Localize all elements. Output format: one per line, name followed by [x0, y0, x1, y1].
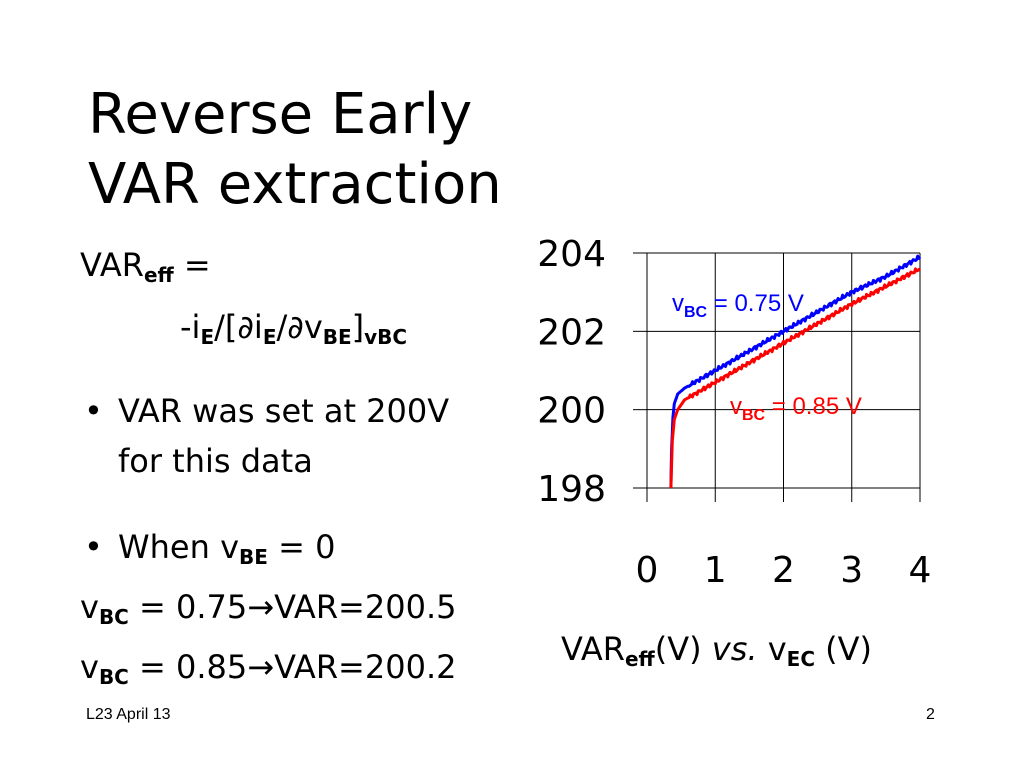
bullet-2-text: = 0: [267, 528, 336, 566]
caption-vs: vs.: [711, 630, 758, 668]
caption-part: VAR: [561, 630, 625, 668]
result-2-pre: v: [80, 648, 99, 686]
result-1: vBC = 0.75→VAR=200.5: [80, 588, 457, 629]
page-number: 2: [926, 706, 935, 723]
bullet-2-text: When v: [118, 528, 239, 566]
footer-date: L23 April 13: [86, 706, 171, 723]
x-tick-label: 0: [636, 550, 659, 591]
formula-lhs-eq: =: [173, 246, 211, 284]
series-label-part: v: [730, 393, 742, 420]
result-2-sub: BC: [98, 665, 129, 689]
formula-rhs: -iE/[∂iE/∂vBE]vBC: [180, 308, 408, 349]
bullet-2-sub: BE: [239, 545, 268, 569]
caption-part: v: [757, 630, 787, 668]
formula-rhs-sub: vBC: [364, 325, 408, 349]
bullet-1-line-1: VAR was set at 200V: [118, 392, 450, 430]
result-1-pre: v: [80, 588, 99, 626]
series-label: vBC = 0.85 V: [730, 393, 862, 424]
caption-part: (V): [815, 630, 873, 668]
series-label-sub: BC: [742, 407, 766, 424]
formula-rhs-sub: E: [200, 325, 215, 349]
formula-rhs-sub: E: [262, 325, 277, 349]
slide-title-line-1: Reverse Early: [88, 82, 473, 147]
series-label-part: v: [672, 290, 684, 317]
y-tick-label: 200: [537, 391, 606, 432]
formula-rhs-part: -i: [180, 308, 201, 346]
y-tick-label: 202: [537, 312, 606, 353]
slide-title-line-2: VAR extraction: [88, 152, 502, 217]
chart-caption: VAReff(V) vs. vEC (V): [561, 630, 873, 671]
result-1-sub: BC: [98, 605, 129, 629]
bullet-2: When vBE = 0: [118, 528, 336, 569]
series-label: vBC = 0.75 V: [672, 290, 804, 321]
bullet-dot: •: [84, 392, 103, 430]
formula-rhs-part: /∂v: [276, 308, 323, 346]
formula-rhs-part: /[∂i: [214, 308, 263, 346]
formula-lhs: VAReff =: [80, 246, 211, 287]
series-label-part: = 0.75 V: [707, 290, 804, 317]
bullet-dot: •: [84, 528, 103, 566]
caption-sub: eff: [624, 647, 655, 671]
result-2-post: = 0.85→VAR=200.2: [128, 648, 457, 686]
x-tick-label: 4: [909, 550, 932, 591]
caption-part: (V): [654, 630, 712, 668]
slide-title: Reverse Early VAR extraction: [88, 80, 502, 220]
caption-sub: EC: [786, 647, 815, 671]
formula-lhs-sub: eff: [143, 263, 174, 287]
bullet-1-line-2: for this data: [118, 442, 313, 480]
series-label-sub: BC: [684, 304, 708, 321]
x-tick-label: 2: [772, 550, 795, 591]
series-line: [669, 267, 922, 489]
formula-rhs-part: ]: [351, 308, 365, 346]
y-tick-label: 198: [537, 469, 606, 510]
result-1-post: = 0.75→VAR=200.5: [128, 588, 457, 626]
result-2: vBC = 0.85→VAR=200.2: [80, 648, 457, 689]
series-line: [669, 254, 922, 489]
series-label-part: = 0.85 V: [765, 393, 862, 420]
y-tick-label: 204: [537, 234, 606, 275]
x-tick-label: 1: [704, 550, 727, 591]
x-tick-label: 3: [840, 550, 863, 591]
formula-rhs-sub: BE: [322, 325, 352, 349]
formula-lhs-main: VAR: [80, 246, 144, 284]
